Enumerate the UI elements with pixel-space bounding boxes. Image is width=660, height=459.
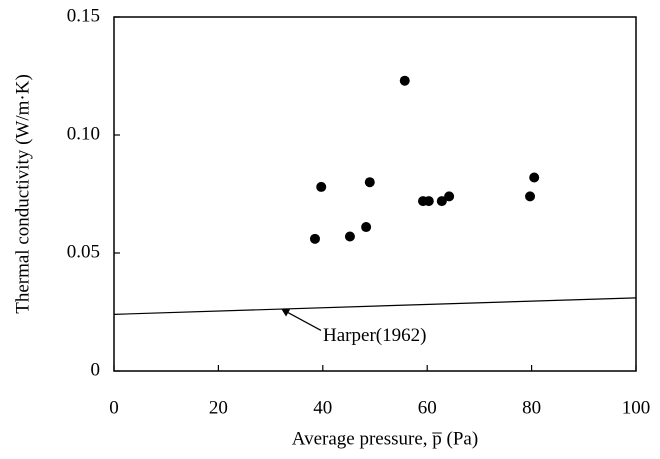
data-point xyxy=(436,196,447,207)
x-tick-label: 80 xyxy=(522,397,541,418)
y-tick-label: 0.05 xyxy=(67,241,100,262)
y-tick-label: 0.10 xyxy=(67,123,100,144)
x-tick-label: 20 xyxy=(209,397,228,418)
x-tick-label: 100 xyxy=(622,397,651,418)
annotation-arrowhead xyxy=(281,308,291,317)
x-axis-label: Average pressure, p̅ (Pa) xyxy=(292,428,478,449)
data-point xyxy=(344,231,355,242)
reference-line xyxy=(113,297,637,315)
data-point xyxy=(361,222,372,233)
y-tick-label: 0.15 xyxy=(67,5,100,26)
data-point xyxy=(309,233,320,244)
annotation-arrow xyxy=(283,309,322,331)
data-point xyxy=(316,181,327,192)
x-tick-label: 60 xyxy=(418,397,437,418)
x-tick-label: 0 xyxy=(109,397,119,418)
y-axis-label: Thermal conductivity (W/m·K) xyxy=(12,74,33,314)
y-tick-label: 0 xyxy=(91,359,101,380)
x-tick-label: 40 xyxy=(313,397,332,418)
data-point xyxy=(444,191,455,202)
data-point xyxy=(364,177,375,188)
data-point xyxy=(399,75,410,86)
data-point xyxy=(529,172,540,183)
plot-frame xyxy=(113,16,637,372)
data-point xyxy=(525,191,536,202)
data-point xyxy=(423,196,434,207)
annotation: Harper(1962) xyxy=(323,325,426,346)
